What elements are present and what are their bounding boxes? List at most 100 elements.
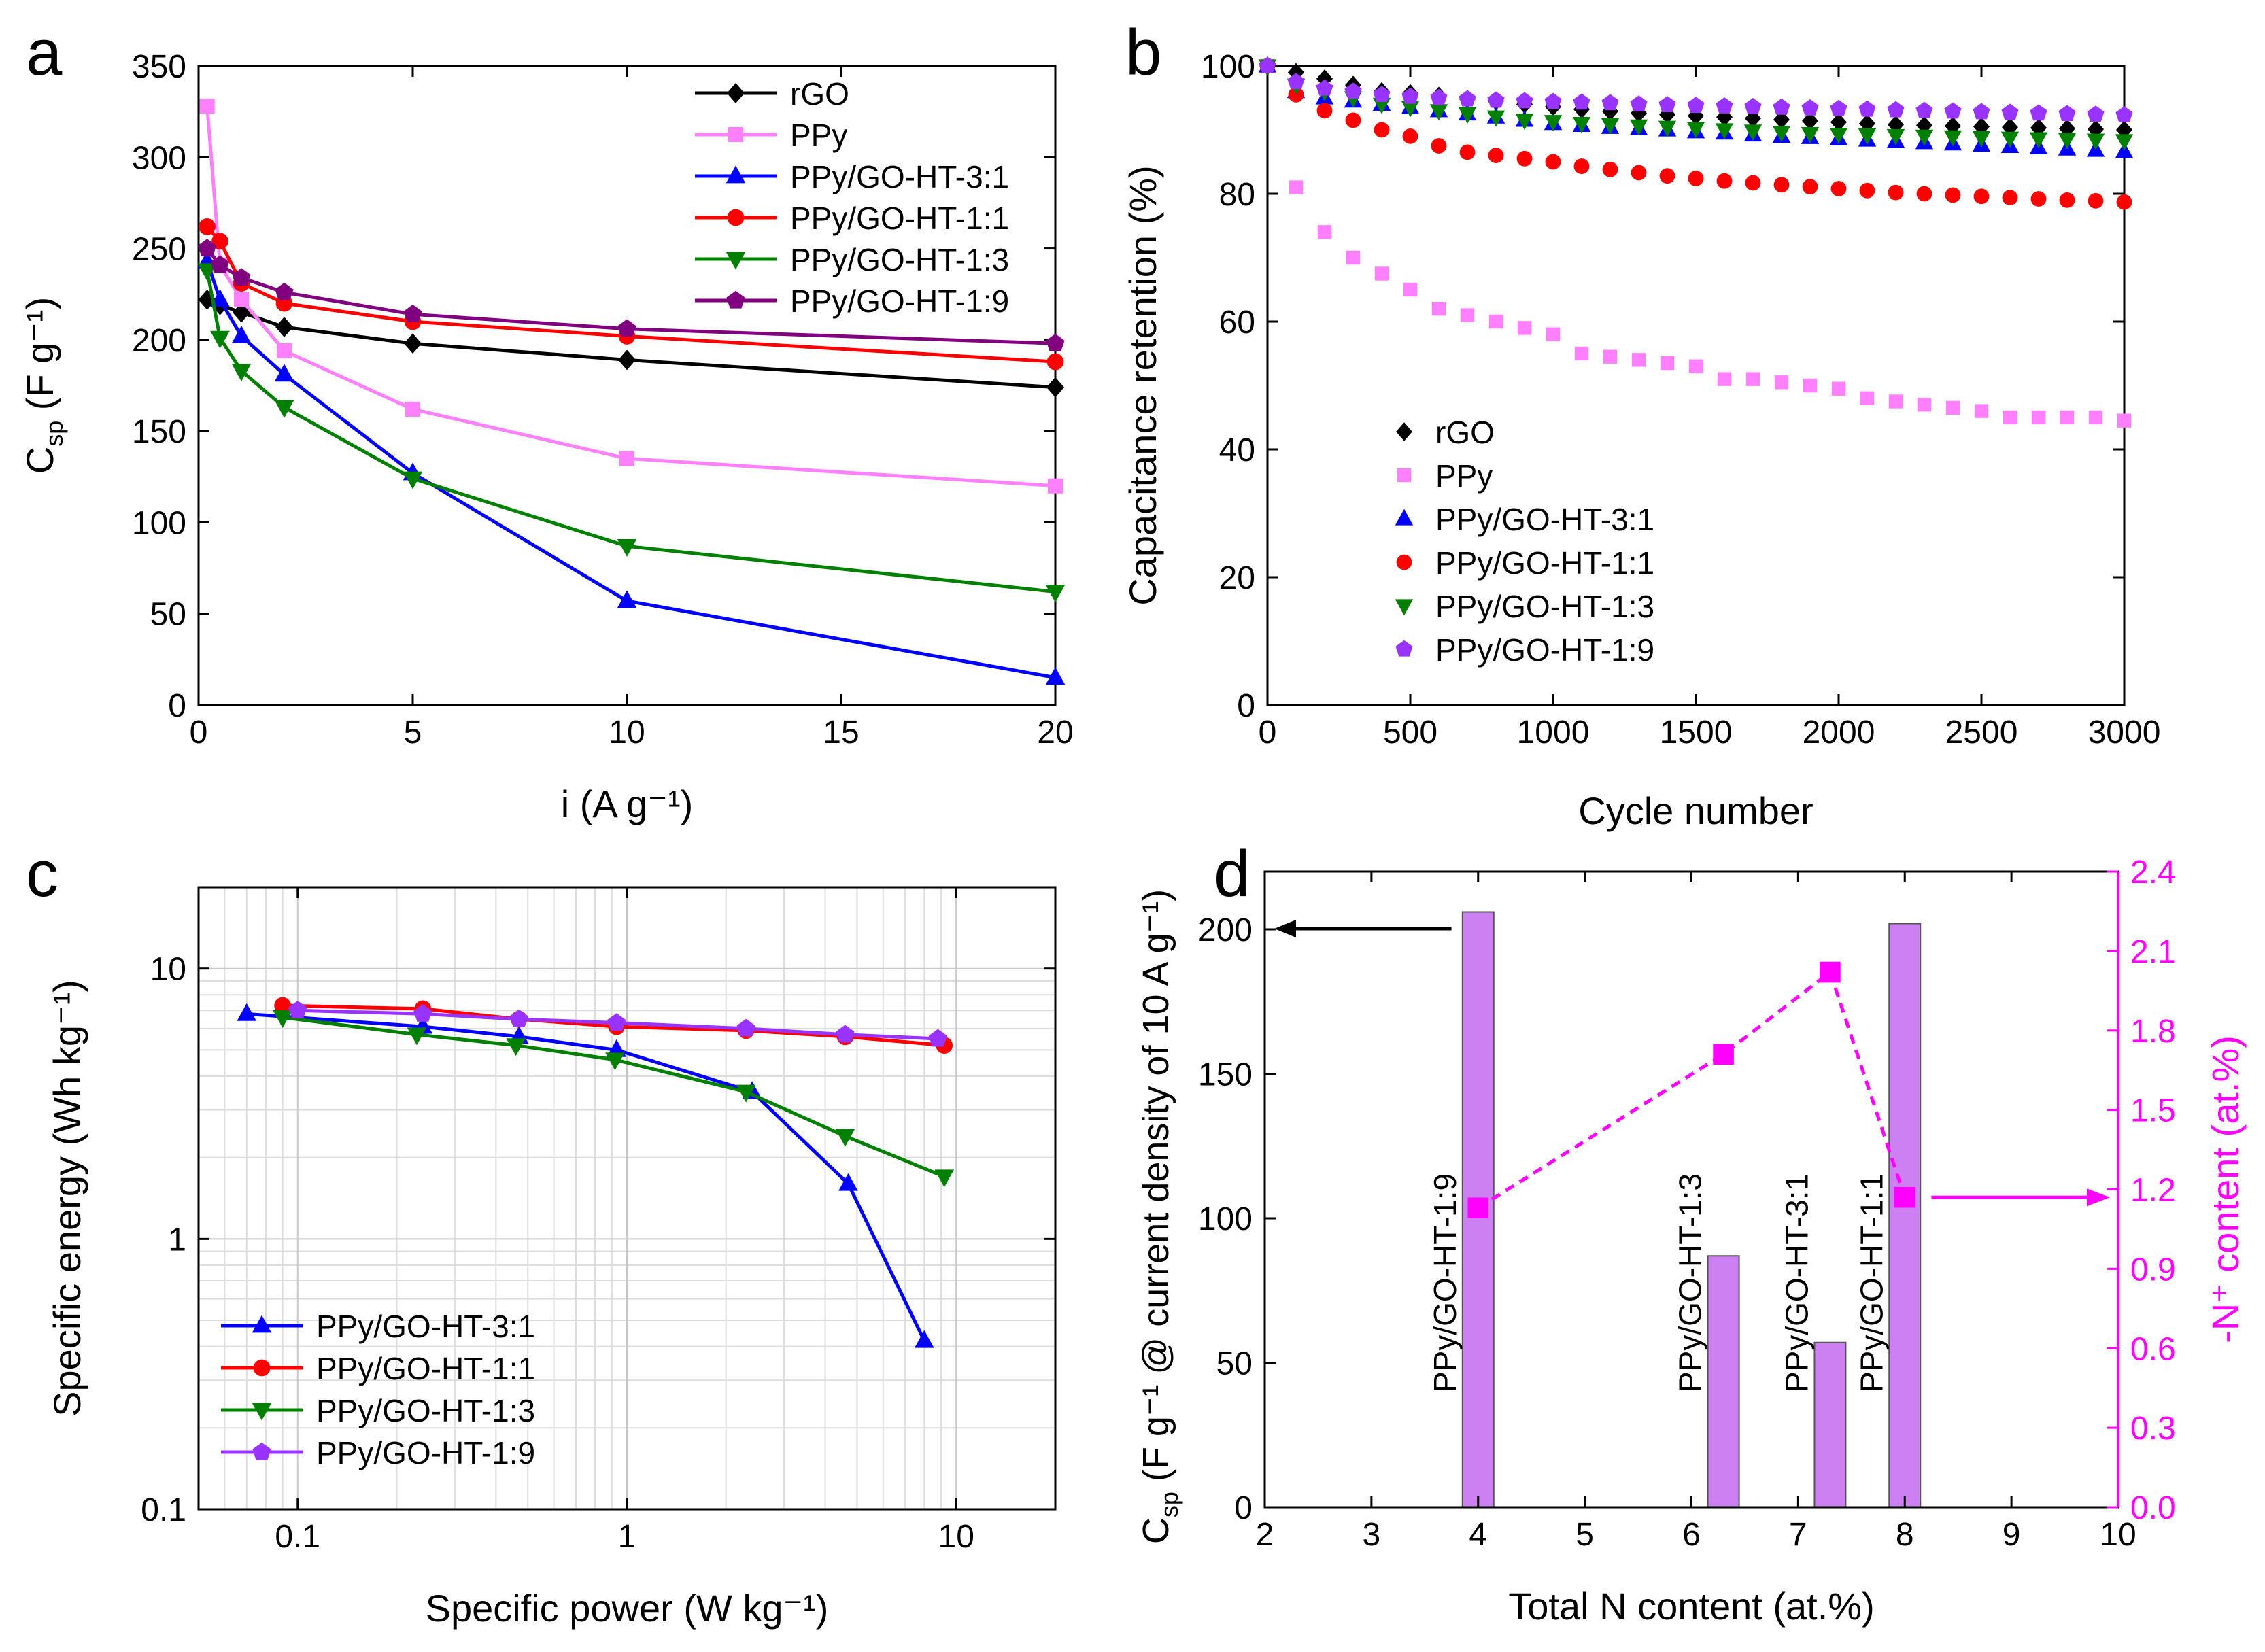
data-point: [1544, 115, 1563, 132]
data-point: [1346, 250, 1361, 265]
data-point: [2031, 410, 2046, 425]
bar-label: PPy/GO-HT-1:3: [1673, 1173, 1708, 1392]
data-point: [2000, 131, 2020, 148]
data-point: [506, 1038, 526, 1056]
y-axis-title: Csp (F g⁻¹ @ current density of 10 A g⁻¹…: [1136, 889, 1183, 1544]
x-tick-label: 4: [1469, 1517, 1487, 1553]
data-point: [274, 997, 291, 1014]
data-point: [1688, 106, 1704, 126]
data-point: [1602, 161, 1618, 177]
y-tick-label: 40: [1219, 432, 1255, 468]
data-point: [2059, 192, 2075, 208]
data-point: [1431, 138, 1447, 154]
legend-marker: [1396, 554, 1412, 570]
data-point: [617, 590, 637, 608]
data-point: [2060, 410, 2075, 425]
y-axis-title: Csp (F g⁻¹): [18, 297, 68, 474]
legend-label: PPy/GO-HT-1:1: [1435, 545, 1654, 581]
data-point: [2001, 103, 2019, 120]
data-point: [1631, 165, 1647, 181]
data-point: [1774, 375, 1789, 390]
plot-frame: [1266, 65, 2126, 706]
data-point: [2030, 191, 2047, 207]
data-point: [1745, 175, 1761, 191]
data-point: [1486, 110, 1505, 127]
data-point: [1373, 86, 1391, 102]
panel-d: PPy/GO-HT-1:9 PPy/GO-HT-1:3 PPy/GO-HT-3:1 P…: [1136, 838, 2247, 1628]
data-point: [1046, 353, 1064, 371]
legend-marker: [252, 1403, 272, 1421]
data-point: [1517, 321, 1532, 335]
data-point: [197, 239, 217, 257]
legend-marker: [1397, 468, 1412, 483]
data-point: [617, 538, 637, 557]
x-axis-title: Cycle number: [1578, 789, 1813, 832]
y2-tick-label: 1.5: [2130, 1093, 2176, 1129]
data-point: [1287, 73, 1305, 90]
legend-label: PPy/GO-HT-1:3: [790, 242, 1009, 277]
data-point: [2086, 133, 2105, 150]
y2-tick-label: 2.1: [2130, 934, 2176, 970]
data-point: [1745, 109, 1761, 128]
legend-label: rGO: [1435, 415, 1495, 450]
y-tick-label: 60: [1219, 305, 1255, 341]
data-point: [1516, 92, 1533, 109]
data-point: [1916, 116, 1932, 135]
x-tick-label: 1500: [1660, 715, 1733, 751]
data-point: [1459, 144, 1476, 160]
y2-tick-label: 0.9: [2130, 1252, 2176, 1288]
data-point: [1945, 187, 1961, 203]
data-point: [1601, 94, 1619, 111]
data-point: [231, 364, 252, 382]
data-point: [1403, 282, 1418, 297]
y-tick-label: 80: [1219, 177, 1255, 213]
x-tick-label: 2: [1256, 1517, 1274, 1553]
y-tick-label: 0: [1234, 1490, 1253, 1526]
data-point: [2088, 192, 2104, 209]
data-point: [835, 1129, 855, 1147]
x-axis-title: Specific power (W kg⁻¹): [426, 1587, 829, 1630]
data-point: [2030, 118, 2047, 137]
data-point: [928, 1029, 947, 1047]
data-point: [1631, 353, 1646, 367]
data-point: [1545, 154, 1561, 170]
y-axis-title: Capacitance retention (%): [1121, 165, 1164, 605]
data-point: [1344, 82, 1362, 99]
data-point: [2116, 194, 2132, 210]
data-point: [1544, 92, 1562, 109]
data-point: [1658, 96, 1676, 113]
data-point: [1573, 158, 1590, 174]
data-point: [1515, 114, 1534, 131]
data-point: [619, 451, 635, 466]
data-point: [1045, 667, 1066, 685]
data-point: [1659, 168, 1675, 184]
data-point: [2115, 134, 2134, 151]
legend-label: rGO: [790, 76, 849, 111]
data-point: [1801, 99, 1819, 116]
x-tick-label: 1000: [1517, 715, 1590, 751]
data-point: [1713, 1044, 1734, 1065]
data-point: [231, 325, 252, 343]
data-point: [838, 1173, 858, 1191]
panel-label: a: [26, 16, 63, 89]
data-point: [1374, 266, 1389, 281]
x-axis-title: i (A g⁻¹): [561, 782, 693, 825]
data-point: [1630, 95, 1648, 112]
bar: [1707, 1255, 1740, 1508]
y-tick-label: 100: [1198, 1201, 1253, 1237]
data-point: [1943, 130, 1962, 147]
data-point: [405, 401, 421, 417]
panel-label: d: [1214, 838, 1250, 910]
data-point: [1317, 225, 1332, 239]
data-point: [1858, 100, 1876, 117]
data-point: [1915, 101, 1933, 118]
data-point: [1973, 117, 1990, 137]
legend-label: PPy: [790, 118, 847, 153]
x-tick-label: 9: [2003, 1517, 2021, 1553]
data-point: [1458, 107, 1477, 124]
data-point: [274, 364, 294, 382]
data-point: [618, 349, 636, 371]
y-tick-label: 20: [1219, 560, 1255, 596]
data-point: [1467, 1197, 1489, 1219]
